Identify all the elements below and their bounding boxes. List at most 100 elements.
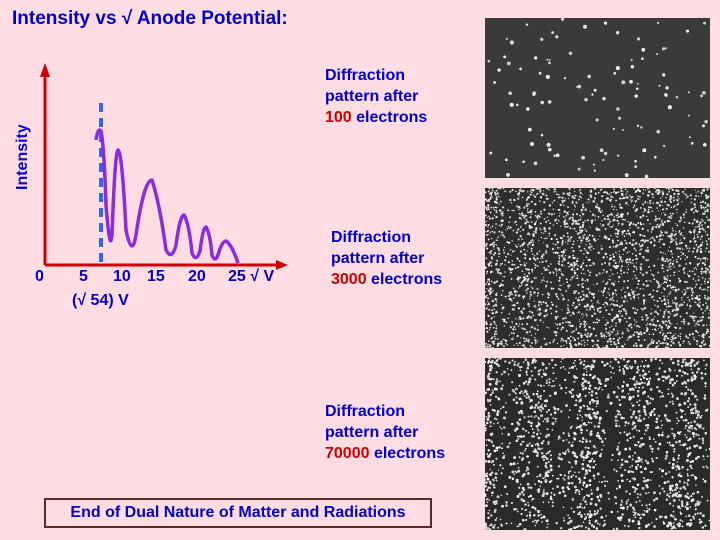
electron-hit (616, 216, 618, 218)
electron-hit (548, 271, 552, 274)
electron-hit (616, 332, 619, 335)
electron-hit (632, 206, 635, 209)
electron-hit (594, 219, 596, 221)
electron-hit (571, 276, 574, 279)
electron-hit (595, 118, 599, 122)
electron-hit (517, 266, 520, 269)
electron-hit (609, 226, 611, 228)
electron-hit (566, 307, 569, 310)
electron-hit (507, 261, 511, 264)
electron-hit (548, 58, 551, 61)
electron-hit (621, 296, 623, 299)
electron-hit (599, 189, 602, 192)
electron-hit (687, 336, 690, 339)
electron-hit (567, 239, 569, 241)
electron-hit (697, 303, 700, 306)
electron-hit (649, 342, 652, 346)
electron-hit (485, 244, 487, 247)
electron-hit (586, 332, 590, 335)
caption-line2: pattern after (325, 424, 419, 441)
electron-hit (642, 223, 645, 225)
electron-hit (693, 247, 696, 250)
electron-hit (635, 208, 639, 211)
electron-hit (523, 206, 526, 209)
electron-hit (677, 193, 680, 195)
electron-hit (501, 234, 505, 237)
electron-hit (624, 291, 626, 294)
electron-hit (580, 208, 584, 212)
electron-hit (532, 234, 535, 237)
electron-hit (707, 203, 709, 205)
electron-hit (645, 324, 648, 326)
electron-hit (665, 309, 667, 311)
electron-hit (571, 216, 574, 219)
electron-hit (547, 305, 549, 307)
electron-hit (676, 224, 679, 227)
electron-hit (703, 208, 705, 210)
electron-hit (517, 307, 521, 310)
electron-hit (536, 324, 539, 326)
electron-hit (558, 323, 562, 326)
electron-hit (574, 190, 576, 193)
electron-hit (662, 234, 664, 236)
electron-hit (657, 21, 660, 24)
electron-hit (610, 191, 612, 194)
electron-hit (607, 292, 609, 294)
electron-hit (638, 243, 641, 245)
electron-hit (615, 228, 618, 231)
caption-70000-electrons: Diffraction pattern after 70000 electron… (325, 401, 445, 464)
electron-hit (573, 227, 576, 230)
electron-hit (701, 312, 704, 314)
electron-hit (658, 285, 661, 288)
image-background (485, 188, 710, 348)
electron-hit (555, 310, 558, 313)
electron-hit (632, 270, 635, 273)
electron-hit (675, 95, 679, 99)
electron-hit (507, 253, 510, 256)
electron-hit (590, 299, 593, 302)
electron-hit (486, 300, 489, 302)
electron-hit (705, 247, 708, 250)
electron-hit (612, 127, 615, 130)
electron-hit (535, 277, 538, 279)
electron-hit (684, 244, 688, 247)
electron-hit (689, 287, 691, 289)
electron-hit (663, 231, 666, 233)
electron-hit (699, 259, 702, 261)
electron-hit (635, 321, 638, 323)
electron-hit (603, 261, 607, 265)
electron-hit (530, 334, 533, 336)
electron-hit (501, 318, 504, 321)
electron-hit (698, 294, 701, 297)
electron-hit (695, 280, 697, 282)
electron-hit (680, 255, 682, 257)
electron-hit (626, 193, 628, 195)
electron-hit (673, 314, 676, 317)
electron-hit (523, 340, 526, 343)
electron-hit (571, 246, 573, 249)
electron-hit (614, 245, 617, 248)
electron-hit (676, 302, 678, 304)
electron-hit (643, 331, 646, 335)
electron-hit (611, 325, 613, 327)
electron-hit (531, 269, 534, 271)
electron-hit (693, 312, 695, 314)
electron-hit (592, 345, 595, 348)
electron-hit (580, 333, 583, 335)
electron-hit (602, 96, 606, 101)
electron-hit (603, 217, 606, 221)
electron-hit (609, 333, 612, 336)
electron-hit (617, 239, 619, 242)
electron-hit (505, 37, 508, 40)
electron-hit (504, 259, 507, 262)
electron-hit (700, 273, 703, 275)
electron-hit (665, 86, 669, 90)
electron-hit (657, 340, 660, 343)
electron-hit (639, 223, 643, 226)
electron-hit (631, 259, 635, 262)
electron-hit (502, 338, 505, 341)
electron-hit (695, 268, 698, 270)
electron-hit (576, 274, 579, 277)
electron-hit (584, 325, 586, 328)
electron-hit (569, 227, 572, 230)
